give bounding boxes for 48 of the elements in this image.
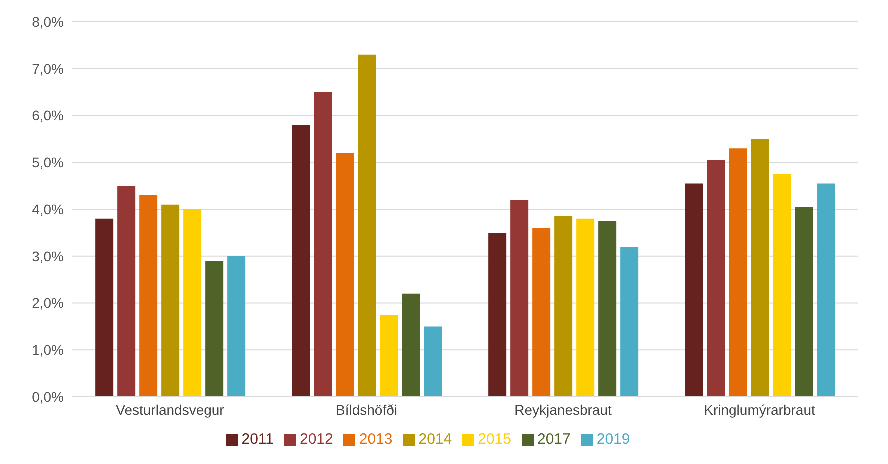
x-tick-label: Bíldshöfði xyxy=(336,402,398,418)
legend-label: 2012 xyxy=(300,431,334,448)
bar xyxy=(162,204,180,397)
bar xyxy=(510,200,529,397)
bar xyxy=(402,294,420,397)
bar xyxy=(228,256,246,397)
y-tick-label: 6,0% xyxy=(32,108,64,124)
bar xyxy=(292,125,310,397)
x-tick-label: Vesturlandsvegur xyxy=(116,402,225,418)
bar xyxy=(532,228,551,397)
bar xyxy=(554,216,573,397)
bar xyxy=(206,261,224,397)
legend-label: 2017 xyxy=(538,431,571,448)
y-tick-label: 7,0% xyxy=(32,60,64,77)
bar xyxy=(140,195,158,397)
bar xyxy=(314,92,332,397)
y-tick-label: 8,0% xyxy=(32,14,64,30)
legend-label: 2015 xyxy=(478,431,512,448)
bar xyxy=(620,247,639,397)
bar xyxy=(358,54,376,397)
bar xyxy=(751,139,770,397)
bar xyxy=(729,148,748,397)
bar xyxy=(118,186,136,397)
y-tick-label: 1,0% xyxy=(32,342,64,358)
bar xyxy=(488,232,507,397)
bar xyxy=(817,184,836,397)
legend-label: 2014 xyxy=(418,431,452,448)
bar xyxy=(598,221,617,397)
bar xyxy=(773,174,792,397)
legend-label: 2019 xyxy=(596,431,630,448)
y-tick-label: 3,0% xyxy=(32,248,64,264)
bar xyxy=(576,218,595,397)
bar xyxy=(424,326,442,397)
x-tick-label: Reykjanesbraut xyxy=(514,402,612,418)
y-tick-label: 5,0% xyxy=(32,154,64,171)
y-tick-label: 2,0% xyxy=(32,295,64,312)
bar xyxy=(707,160,726,397)
legend-label: 2011 xyxy=(242,431,274,448)
bar xyxy=(184,210,202,397)
legend-label: 2013 xyxy=(359,431,393,448)
y-tick-label: 4,0% xyxy=(32,201,64,218)
bar xyxy=(795,207,814,397)
bar xyxy=(336,153,354,397)
x-tick-label: Kringlumýrarbraut xyxy=(704,402,816,418)
y-tick-label: 0,0% xyxy=(32,388,64,405)
bar xyxy=(380,314,398,397)
bar xyxy=(96,218,114,397)
bar xyxy=(685,184,704,397)
